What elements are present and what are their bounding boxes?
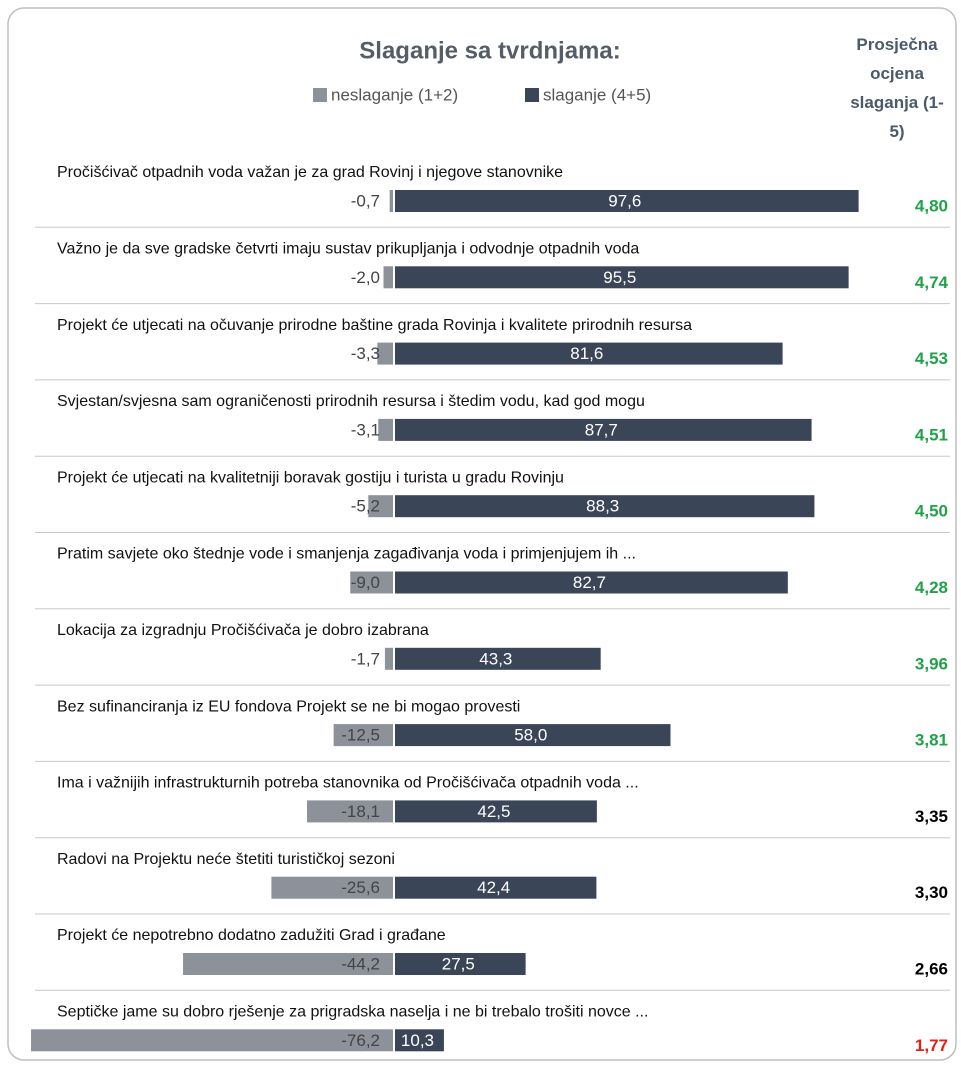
value-label: -1,7 [351, 649, 380, 668]
value-label: -18,1 [341, 802, 380, 821]
score-label: 3,81 [915, 731, 948, 750]
bar-positive [395, 800, 597, 823]
score-title: Prosječna ocjena slaganja (1-5) [850, 35, 944, 141]
category-label: Pratim savjete oko štednje vode i smanje… [57, 546, 636, 563]
bar-positive [395, 647, 601, 670]
category-label: Ima i važnijih infrastrukturnih potreba … [57, 775, 639, 792]
value-label: -3,3 [351, 344, 380, 363]
value-label: -0,7 [351, 191, 380, 210]
score-label: 3,35 [915, 807, 948, 826]
value-label: 27,5 [442, 954, 475, 973]
value-label: 87,7 [585, 420, 618, 439]
legend-label: slaganje (4+5) [543, 85, 651, 104]
bar-negative [377, 342, 393, 365]
value-label: 42,5 [477, 802, 510, 821]
bar-positive [395, 724, 671, 747]
score-label: 2,66 [915, 959, 948, 978]
legend-label: neslaganje (1+2) [331, 85, 458, 104]
category-label: Radovi na Projektu neće štetiti turistič… [57, 851, 395, 868]
bar-negative [383, 266, 393, 289]
bar-negative [389, 190, 393, 212]
legend-swatch [525, 88, 539, 102]
score-label: 4,80 [915, 196, 948, 215]
value-label: -3,1 [351, 420, 380, 439]
bar-positive [395, 953, 526, 975]
chart-title: Slaganje sa tvrdnjama: [359, 37, 620, 64]
value-label: 82,7 [573, 573, 606, 592]
bar-negative [333, 724, 393, 747]
value-label: 58,0 [514, 726, 547, 745]
value-label: 97,6 [608, 191, 641, 210]
category-label: Projekt će nepotrebno dodatno zadužiti G… [57, 927, 446, 944]
bar-positive [395, 571, 788, 594]
bar-positive [395, 1029, 444, 1052]
value-label: -44,2 [341, 954, 380, 973]
score-label: 3,30 [915, 883, 948, 902]
category-label: Bez sufinanciranja iz EU fondova Projekt… [57, 698, 520, 715]
bar-negative [307, 800, 393, 823]
value-label: -9,0 [351, 573, 380, 592]
value-label: 42,4 [477, 878, 510, 897]
bar-negative [183, 953, 393, 975]
category-label: Važno je da sve gradske četvrti imaju su… [57, 241, 639, 258]
value-label: 88,3 [586, 497, 619, 516]
category-label: Lokacija za izgradnju Pročišćivača je do… [57, 622, 429, 639]
bar-positive [395, 495, 815, 518]
value-label: 81,6 [570, 344, 603, 363]
bar-positive [395, 876, 597, 899]
value-label: -5,2 [351, 497, 380, 516]
category-label: Septičke jame su dobro rješenje za prigr… [57, 1004, 648, 1021]
category-label: Projekt će utjecati na kvalitetniji bora… [57, 469, 564, 486]
category-label: Pročišćivač otpadnih voda važan je za gr… [57, 164, 563, 181]
value-label: 43,3 [479, 649, 512, 668]
score-label: 3,96 [915, 654, 948, 673]
value-label: -76,2 [341, 1031, 380, 1050]
score-label: 1,77 [915, 1036, 948, 1055]
bar-negative [271, 876, 393, 899]
bar-positive [395, 266, 849, 289]
score-label: 4,51 [915, 425, 948, 444]
bar-negative [368, 495, 393, 518]
score-label: 4,50 [915, 502, 948, 521]
value-label: -2,0 [351, 268, 380, 287]
value-label: -25,6 [341, 878, 380, 897]
bar-positive [395, 418, 812, 441]
score-label: 4,28 [915, 578, 948, 597]
bar-positive [395, 342, 783, 365]
bar-negative [384, 647, 393, 670]
bar-negative [31, 1029, 394, 1052]
value-label: 95,5 [603, 268, 636, 287]
bar-negative [350, 571, 393, 594]
bar-positive [395, 190, 859, 212]
score-label: 4,74 [915, 273, 949, 292]
score-label: 4,53 [915, 349, 948, 368]
bar-negative [378, 418, 393, 441]
value-label: -12,5 [341, 726, 380, 745]
category-label: Projekt će utjecati na očuvanje prirodne… [57, 317, 692, 334]
legend-swatch [313, 88, 327, 102]
category-label: Svjestan/svjesna sam ograničenosti priro… [57, 393, 645, 410]
value-label: 10,3 [401, 1031, 434, 1050]
